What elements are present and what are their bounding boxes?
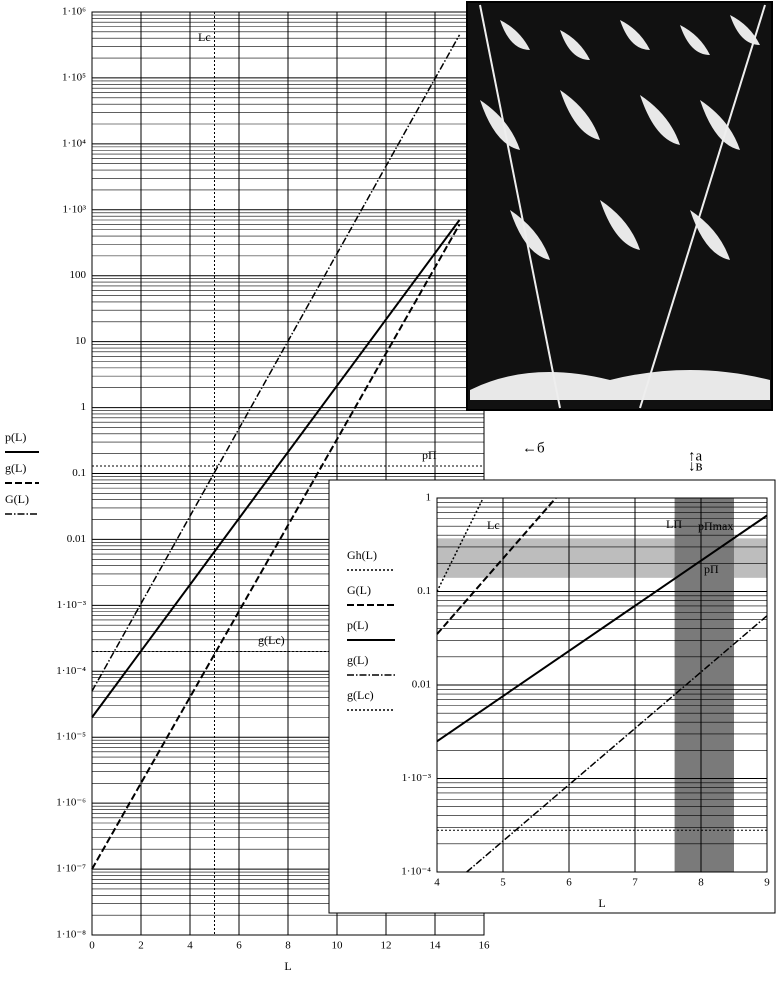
y-tick-label: 1·10⁻⁶: [56, 797, 86, 809]
photo: [466, 1, 773, 411]
x-tick-label: 4: [434, 877, 440, 889]
x-tick-label: 8: [698, 877, 704, 889]
x-tick-label: 6: [566, 877, 572, 889]
x-tick-label: 10: [332, 940, 344, 952]
x-tick-label: 0: [89, 940, 95, 952]
y-tick-label: 1·10⁴: [62, 137, 86, 149]
ref-label: g(Lc): [258, 633, 285, 647]
legend-label: p(L): [347, 618, 368, 632]
y-tick-label: 1·10⁻⁵: [56, 731, 86, 743]
ref-label: Lc: [198, 30, 211, 44]
annotation: pΠmax: [698, 519, 733, 533]
legend-label: G(L): [5, 492, 29, 506]
x-tick-label: 14: [430, 940, 442, 952]
y-tick-label: 10: [75, 335, 87, 347]
plot-frame: [436, 497, 768, 873]
y-tick-label: 0.01: [412, 679, 431, 691]
x-tick-label: 2: [138, 940, 144, 952]
series-line: [91, 223, 461, 870]
annotation: Lc: [487, 518, 500, 532]
x-axis-label: L: [598, 896, 605, 910]
legend-label: G(L): [347, 583, 371, 597]
y-tick-label: 0.01: [67, 533, 86, 545]
figure-label: ↓в: [688, 458, 703, 474]
series-line: [436, 497, 557, 635]
y-tick-label: 1·10⁻³: [402, 772, 432, 784]
legend-label: g(L): [347, 653, 368, 667]
y-tick-label: 0.1: [72, 467, 86, 479]
series-line: [436, 497, 484, 592]
x-tick-label: 12: [381, 940, 392, 952]
figure-label: ↑a: [688, 448, 703, 464]
legend-label: p(L): [5, 430, 26, 444]
y-tick-label: 1: [81, 401, 87, 413]
plot-frame: [91, 11, 485, 936]
legend-label: g(Lc): [347, 688, 374, 702]
y-tick-label: 1·10⁶: [62, 6, 86, 18]
legend-label: Gh(L): [347, 548, 377, 562]
x-tick-label: 16: [479, 940, 491, 952]
x-axis-label: L: [284, 959, 291, 973]
y-tick-label: 1·10⁻⁴: [401, 866, 431, 878]
y-tick-label: 0.1: [417, 585, 431, 597]
x-tick-label: 9: [764, 877, 770, 889]
y-tick-label: 1·10⁻⁸: [56, 929, 86, 941]
annotation: pΠ: [704, 562, 719, 576]
figure-label: ←б: [522, 440, 545, 456]
y-tick-label: 1·10³: [63, 203, 87, 215]
series-line: [91, 34, 461, 692]
y-tick-label: 1: [426, 492, 432, 504]
annotation: LΠ: [666, 517, 682, 531]
x-tick-label: 5: [500, 877, 506, 889]
inset-chart: 1 0.1 0.01 1·10⁻³ 1·10⁻⁴4 5 6 7 8 9 L Lc LΠ pΠmax pΠ Gh…: [347, 492, 770, 910]
x-tick-label: 7: [632, 877, 638, 889]
y-tick-label: 1·10⁵: [62, 71, 86, 83]
x-tick-label: 6: [236, 940, 242, 952]
y-tick-label: 1·10⁻⁴: [56, 665, 86, 677]
series-line: [436, 514, 768, 743]
y-tick-label: 1·10⁻⁷: [56, 863, 86, 875]
ref-label: pΠ: [422, 448, 437, 462]
series-line: [91, 219, 461, 718]
legend-label: g(L): [5, 461, 26, 475]
x-tick-label: 4: [187, 940, 193, 952]
y-tick-label: 1·10⁻³: [57, 599, 87, 611]
series-line: [466, 615, 768, 873]
x-tick-label: 8: [285, 940, 291, 952]
y-tick-label: 100: [70, 269, 87, 281]
